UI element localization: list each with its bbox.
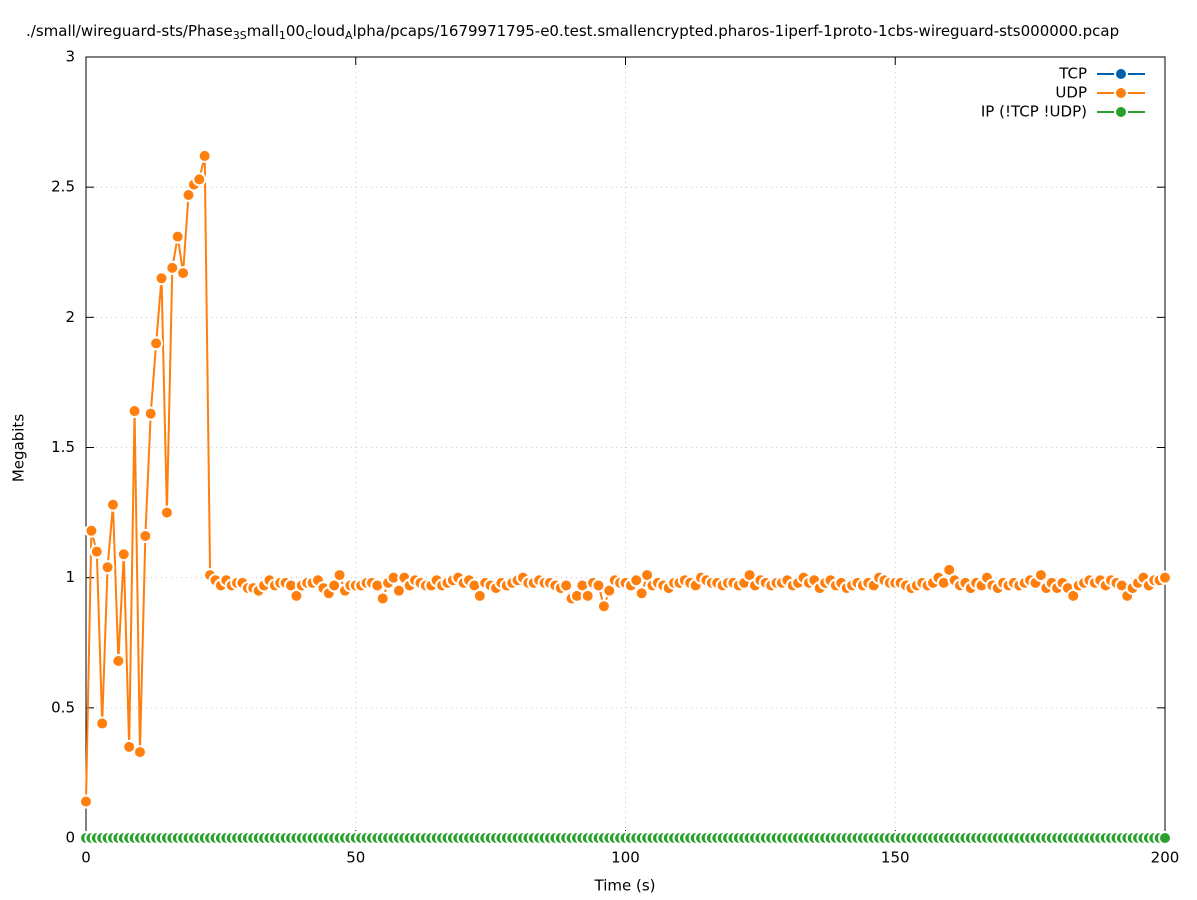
data-point <box>1158 831 1172 845</box>
data-point <box>197 148 212 163</box>
data-point <box>580 588 595 603</box>
y-tick-label: 2 <box>65 308 75 326</box>
x-tick-label: 200 <box>1151 849 1180 867</box>
y-tick-label: 1.5 <box>51 438 75 456</box>
data-point <box>159 505 174 520</box>
chart-title: ./small/wireguard-sts/Phase3Small100Clou… <box>26 22 1119 43</box>
legend-label: UDP <box>1055 84 1087 102</box>
data-point <box>391 583 406 598</box>
data-point <box>116 547 131 562</box>
data-point <box>79 794 93 809</box>
x-tick-label: 0 <box>81 849 91 867</box>
data-point <box>132 745 147 760</box>
data-point <box>591 578 606 593</box>
y-tick-label: 1 <box>65 568 75 586</box>
x-tick-label: 50 <box>346 849 365 867</box>
data-point <box>170 229 185 244</box>
data-point <box>149 336 164 351</box>
data-point <box>122 739 137 754</box>
title-part: mall <box>247 22 279 40</box>
data-point <box>127 404 142 419</box>
y-tick-label: 0 <box>65 829 75 847</box>
data-point <box>629 573 644 588</box>
title-subscript: C <box>305 29 313 42</box>
data-point <box>332 568 347 583</box>
x-axis-label: Time (s) <box>594 877 656 895</box>
title-part: 00 <box>286 22 305 40</box>
data-point <box>84 523 99 538</box>
data-point <box>111 653 126 668</box>
data-point <box>143 406 158 421</box>
data-point <box>1033 568 1048 583</box>
title-part: loud <box>313 22 345 40</box>
data-point <box>165 260 180 275</box>
data-point <box>192 172 207 187</box>
data-point <box>375 591 390 606</box>
data-point <box>89 544 104 559</box>
title-subscript: A <box>345 29 353 42</box>
legend-label: TCP <box>1058 65 1087 83</box>
data-point <box>596 599 611 614</box>
data-point <box>176 266 191 281</box>
title-part: ./small/wireguard-sts/Phase <box>26 22 233 40</box>
y-tick-label: 0.5 <box>51 698 75 716</box>
data-point <box>95 716 110 731</box>
y-tick-label: 3 <box>65 48 75 66</box>
y-tick-label: 2.5 <box>51 178 75 196</box>
data-point <box>138 529 153 544</box>
data-point <box>634 586 649 601</box>
title-subscript: 1 <box>279 29 286 42</box>
data-point <box>1158 570 1172 585</box>
legend-label: IP (!TCP !UDP) <box>981 103 1087 121</box>
title-subscript: 3S <box>233 29 247 42</box>
legend-marker <box>1114 105 1128 119</box>
x-tick-label: 150 <box>881 849 910 867</box>
title-part: lpha/pcaps/1679971795-e0.test.smallencry… <box>353 22 1120 40</box>
data-point <box>105 497 120 512</box>
legend-marker <box>1114 67 1128 81</box>
y-axis-label: Megabits <box>10 414 28 482</box>
data-point <box>154 271 169 286</box>
data-point <box>100 560 115 575</box>
data-point <box>559 578 574 593</box>
legend-marker <box>1114 86 1128 100</box>
x-tick-label: 100 <box>611 849 640 867</box>
data-point <box>472 588 487 603</box>
